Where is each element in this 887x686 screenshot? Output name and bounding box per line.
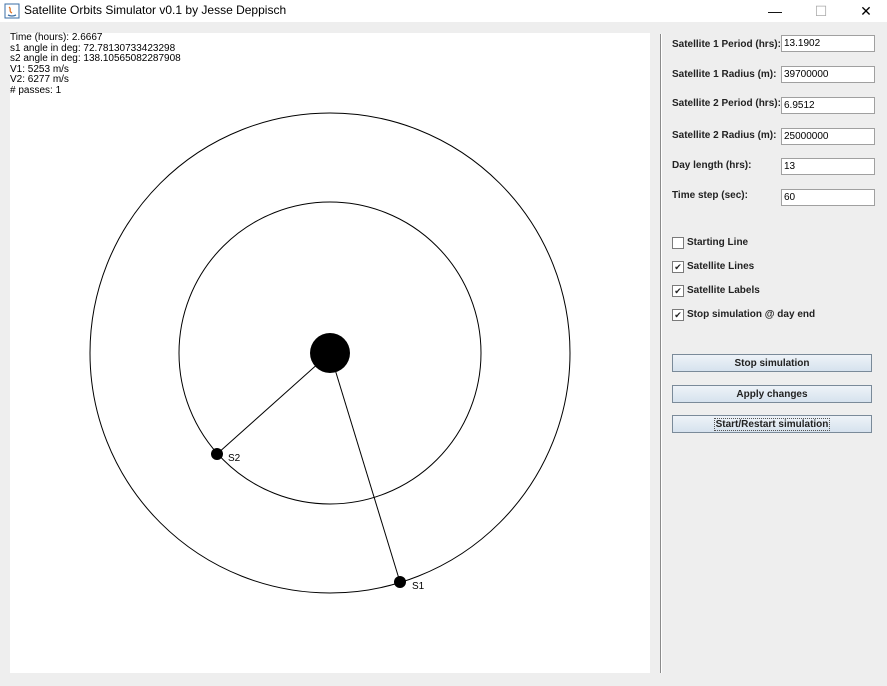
v2-readout: V2: 6277 m/s: [10, 74, 69, 85]
s1-angle-readout: s1 angle in deg: 72.78130733423298: [10, 42, 176, 54]
panel-separator-highlight: [661, 34, 662, 673]
inner-orbit: [178, 201, 482, 505]
outer-orbit: [89, 112, 571, 594]
restart-simulation-button[interactable]: Start/Restart simulation: [672, 415, 872, 433]
passes-readout: # passes: 1: [10, 84, 62, 96]
sat1-radius-label: Satellite 1 Radius (m):: [672, 69, 777, 80]
sat1-period-input[interactable]: [781, 35, 875, 52]
minimize-button[interactable]: —: [752, 0, 798, 22]
java-app-icon: [4, 3, 20, 19]
info-readout: Time (hours): 2.6667 s1 angle in deg: 72…: [10, 32, 181, 96]
sat2-radius-input[interactable]: [781, 128, 875, 145]
satellite-1-line: [329, 352, 401, 583]
day-length-label: Day length (hrs):: [672, 160, 752, 171]
simulation-canvas[interactable]: S2 S1 Time (hours): 2.6667 s1 angle in d…: [10, 32, 650, 673]
sat1-period-label: Satellite 1 Period (hrs):: [672, 39, 781, 50]
maximize-button[interactable]: ☐: [798, 0, 844, 22]
satellite-labels-checkbox[interactable]: ✔: [672, 285, 684, 297]
satellite-lines-checkbox[interactable]: ✔: [672, 261, 684, 273]
satellite-2-line: [216, 352, 331, 455]
apply-changes-button[interactable]: Apply changes: [672, 385, 872, 403]
time-step-input[interactable]: [781, 189, 875, 206]
v1-readout: V1: 5253 m/s: [10, 63, 69, 75]
sat2-period-input[interactable]: [781, 97, 875, 114]
close-icon: ✕: [860, 3, 872, 19]
stop-simulation-button[interactable]: Stop simulation: [672, 354, 872, 372]
satellite-lines-label: Satellite Lines: [687, 261, 755, 272]
close-button[interactable]: ✕: [843, 0, 887, 22]
maximize-icon: ☐: [814, 3, 828, 19]
panel-separator: [660, 34, 661, 673]
satellite-1: [394, 576, 406, 588]
sat2-radius-label: Satellite 2 Radius (m):: [672, 130, 777, 141]
minimize-icon: —: [768, 3, 782, 19]
title-bar[interactable]: Satellite Orbits Simulator v0.1 by Jesse…: [0, 0, 887, 22]
sat1-radius-input[interactable]: [781, 66, 875, 83]
restart-simulation-label: Start/Restart simulation: [713, 418, 831, 431]
satellite-labels-label: Satellite Labels: [687, 285, 760, 296]
starting-line-label: Starting Line: [687, 237, 749, 248]
satellite-2-label: S2: [228, 453, 241, 464]
sat2-period-label: Satellite 2 Period (hrs):: [672, 98, 781, 109]
starting-line-checkbox[interactable]: [672, 237, 684, 249]
time-step-label: Time step (sec):: [672, 190, 748, 201]
s2-angle-readout: s2 angle in deg: 138.10565082287908: [10, 53, 181, 64]
planet: [310, 333, 350, 373]
day-length-input[interactable]: [781, 158, 875, 175]
orbit-drawing: S2 S1: [89, 112, 571, 594]
satellite-1-label: S1: [412, 581, 425, 592]
satellite-2: [211, 448, 223, 460]
window-title: Satellite Orbits Simulator v0.1 by Jesse…: [24, 3, 287, 17]
stop-at-day-end-checkbox[interactable]: ✔: [672, 309, 684, 321]
stop-at-day-end-label: Stop simulation @ day end: [687, 309, 816, 320]
time-readout: Time (hours): 2.6667: [10, 32, 103, 43]
